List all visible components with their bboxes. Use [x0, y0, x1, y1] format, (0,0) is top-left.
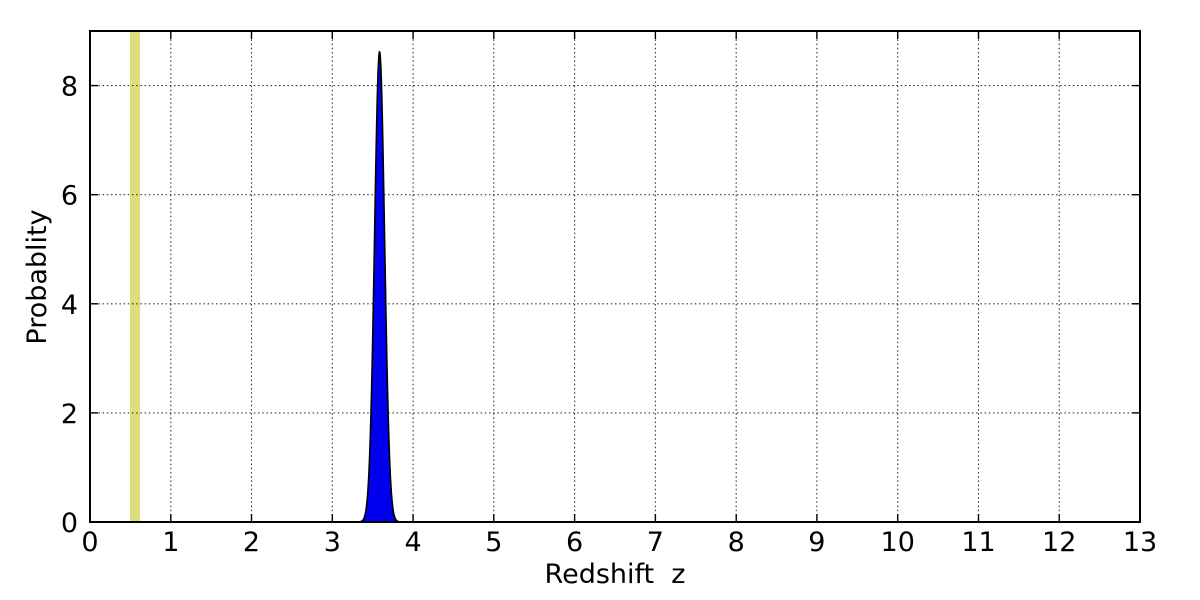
x-tick-label: 13	[1123, 527, 1157, 558]
x-tick-label: 11	[961, 527, 995, 558]
x-tick-label: 6	[566, 527, 583, 558]
data-layer	[351, 50, 408, 523]
y-tick-label: 8	[61, 72, 78, 103]
plot-border	[89, 30, 1141, 523]
x-tick-label: 7	[647, 527, 664, 558]
highlight-band	[130, 31, 141, 522]
redshift-probability-pdf	[351, 50, 408, 523]
x-tick-label: 2	[243, 527, 260, 558]
tick-layer	[89, 32, 1141, 523]
x-axis-label: Redshift z	[545, 559, 686, 590]
x-tick-label: 10	[881, 527, 915, 558]
x-tick-label: 1	[162, 527, 179, 558]
band-layer	[130, 31, 141, 522]
x-tick-label: 3	[324, 527, 341, 558]
x-tick-label: 5	[485, 527, 502, 558]
x-tick-label: 8	[728, 527, 745, 558]
y-axis-label: Probablity	[22, 209, 53, 344]
x-tick-label: 9	[808, 527, 825, 558]
y-tick-label: 6	[61, 181, 78, 212]
y-tick-label: 2	[61, 399, 78, 430]
y-tick-label: 4	[61, 290, 78, 321]
x-tick-label: 0	[81, 527, 98, 558]
grid-layer	[90, 31, 1140, 522]
y-tick-label: 0	[61, 508, 78, 539]
x-tick-label: 12	[1042, 527, 1076, 558]
x-tick-label: 4	[405, 527, 422, 558]
